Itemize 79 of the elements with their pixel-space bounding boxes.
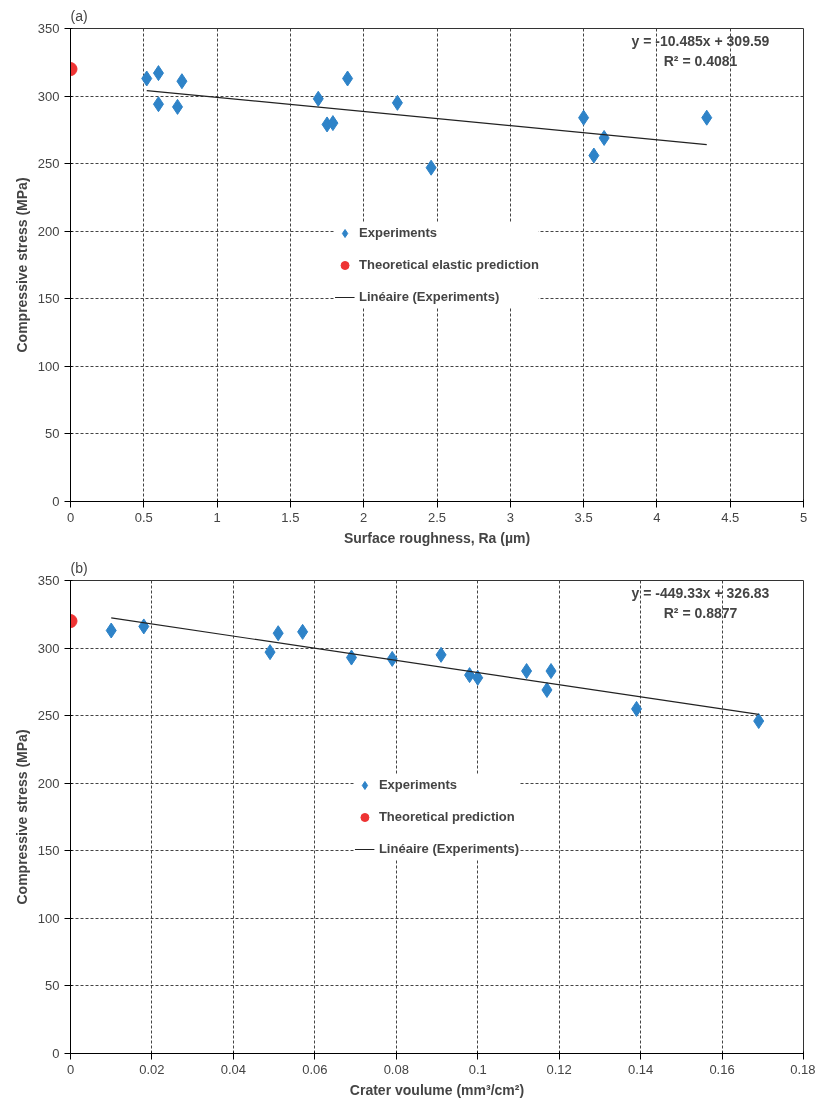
y-tick-label: 350: [37, 573, 60, 588]
x-tick-label: 0.1: [468, 1061, 487, 1077]
point: [701, 109, 713, 126]
legend-label: Experiments: [359, 225, 438, 240]
x-axis-title: Surface roughness, Ra (µm): [343, 529, 531, 546]
point: [578, 109, 590, 126]
point: [345, 649, 357, 666]
point: [105, 622, 117, 639]
y-tick-label: 150: [37, 843, 60, 859]
y-tick-label: 100: [37, 358, 60, 374]
y-axis-title: Compressive stress (MPa): [13, 177, 30, 353]
y-tick-label: 150: [37, 291, 60, 307]
x-tick-label: 0.06: [302, 1061, 328, 1077]
point: [327, 115, 339, 132]
point: [391, 94, 403, 111]
point: [472, 669, 484, 686]
point: [753, 713, 765, 730]
point: [264, 644, 276, 661]
x-tick-label: 5: [799, 509, 808, 525]
y-tick-label: 200: [37, 775, 60, 791]
x-tick-label: 3: [506, 509, 514, 525]
point: [545, 663, 557, 680]
point: [588, 147, 600, 164]
legend-label: Experiments: [378, 777, 457, 792]
point: [176, 73, 188, 90]
point: [172, 98, 184, 115]
x-tick-label: 2.5: [427, 509, 447, 525]
point: [297, 623, 309, 640]
legend-label: Linéaire (Experiments): [378, 841, 520, 856]
legend-label: Linéaire (Experiments): [359, 289, 500, 304]
y-tick-label: 0: [52, 1046, 60, 1061]
y-tick-label: 250: [37, 708, 60, 724]
point: [541, 681, 553, 698]
y-tick-label: 0: [52, 494, 60, 509]
legend-label: Theoretical elastic prediction: [359, 257, 539, 272]
y-tick-label: 250: [37, 156, 60, 172]
annotation: y = -449.33x + 326.83: [631, 584, 770, 601]
legend-label: Theoretical prediction: [378, 809, 515, 824]
y-tick-label: 50: [45, 978, 60, 994]
point: [521, 663, 533, 680]
x-tick-label: 0.14: [627, 1061, 654, 1077]
point: [342, 70, 354, 87]
x-tick-label: 0.04: [220, 1061, 247, 1077]
x-tick-label: 0.08: [383, 1061, 409, 1077]
y-axis-title: Compressive stress (MPa): [13, 729, 30, 905]
x-tick-label: 0.18: [790, 1061, 816, 1077]
chart-title: (a): [70, 7, 88, 24]
annotation: R² = 0.4081: [663, 52, 738, 69]
x-tick-label: 0.02: [139, 1061, 165, 1077]
chart-title: (b): [70, 559, 88, 576]
y-tick-label: 300: [37, 640, 60, 656]
point: [152, 96, 164, 113]
y-tick-label: 350: [37, 21, 60, 36]
x-tick-label: 1: [213, 509, 221, 525]
x-tick-label: 0.12: [546, 1061, 572, 1077]
point: [272, 625, 284, 642]
x-tick-label: 0.16: [709, 1061, 735, 1077]
y-tick-label: 100: [37, 910, 60, 926]
x-tick-label: 4.5: [721, 509, 740, 525]
annotation: R² = 0.8877: [663, 604, 738, 621]
x-axis-title: Crater voulume (mm³/cm²): [349, 1081, 525, 1098]
x-tick-label: 1.5: [281, 509, 300, 525]
x-tick-label: 0: [66, 509, 75, 525]
annotation: y = -10.485x + 309.59: [631, 32, 770, 49]
x-tick-label: 4: [653, 509, 661, 525]
point: [138, 618, 150, 635]
y-tick-label: 200: [37, 223, 60, 239]
y-tick-label: 50: [45, 426, 60, 442]
point: [631, 700, 643, 717]
x-tick-label: 0: [66, 1061, 75, 1077]
point: [152, 65, 164, 82]
point: [141, 70, 153, 87]
point: [425, 159, 437, 176]
x-tick-label: 0.5: [134, 509, 153, 525]
x-tick-label: 2: [360, 509, 368, 525]
point: [435, 646, 447, 663]
point: [312, 90, 324, 107]
y-tick-label: 300: [37, 88, 60, 104]
x-tick-label: 3.5: [574, 509, 593, 525]
